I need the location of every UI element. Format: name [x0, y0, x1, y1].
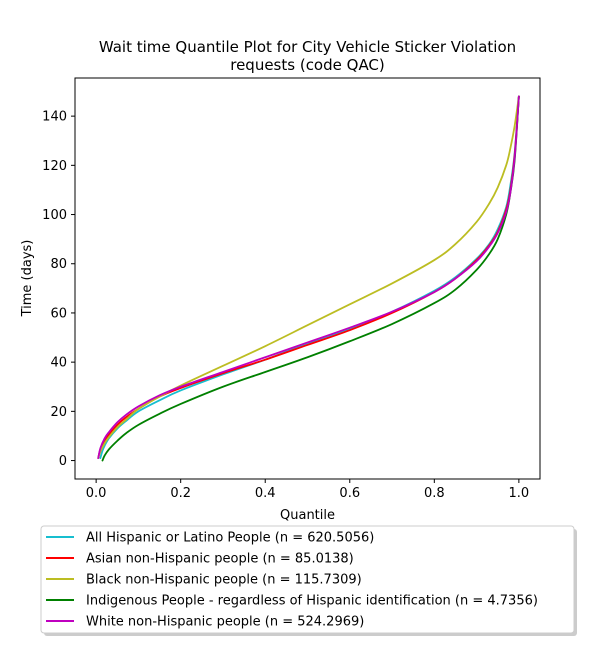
- legend-label: All Hispanic or Latino People (n = 620.5…: [86, 531, 374, 546]
- chart-title-line-1: Wait time Quantile Plot for City Vehicle…: [99, 38, 516, 56]
- chart-title-line-2: requests (code QAC): [230, 56, 385, 74]
- ticks-layer: 0.0 0.2 0.4 0.6 0.8 1.0 0 20 40 60 80 100 120 140: [42, 110, 529, 501]
- legend-label: White non-Hispanic people (n = 524.2969): [86, 615, 364, 630]
- y-tick-label: 140: [42, 110, 67, 125]
- series-line-4: [97, 95, 520, 459]
- legend-label: Black non-Hispanic people (n = 115.7309): [86, 573, 362, 588]
- x-tick-label: 0.6: [339, 486, 360, 501]
- legend-items: All Hispanic or Latino People (n = 620.5…: [46, 531, 538, 630]
- y-tick-label: 20: [50, 405, 67, 420]
- y-tick-label: 60: [50, 306, 67, 321]
- y-axis-label: Time (days): [20, 240, 35, 318]
- x-tick-label: 0.8: [424, 486, 445, 501]
- x-tick-label: 0.2: [170, 486, 191, 501]
- series-line-2: [97, 95, 520, 459]
- x-tick-label: 0.0: [86, 486, 107, 501]
- y-tick-label: 0: [59, 454, 67, 469]
- y-tick-label: 40: [50, 356, 67, 371]
- legend-box: [40, 525, 575, 634]
- plot-frame: [74, 77, 541, 480]
- x-axis-label: Quantile: [280, 508, 335, 523]
- series-layer: [97, 95, 520, 462]
- y-tick-label: 120: [42, 159, 67, 174]
- x-tick-label: 1.0: [509, 486, 530, 501]
- x-tick-label: 0.4: [255, 486, 276, 501]
- y-tick-label: 80: [50, 257, 67, 272]
- legend-label: Indigenous People - regardless of Hispan…: [86, 594, 538, 609]
- legend-label: Asian non-Hispanic people (n = 85.0138): [86, 552, 354, 567]
- legend: All Hispanic or Latino People (n = 620.5…: [40, 525, 577, 636]
- y-tick-label: 100: [42, 208, 67, 223]
- series-line-3: [101, 95, 520, 462]
